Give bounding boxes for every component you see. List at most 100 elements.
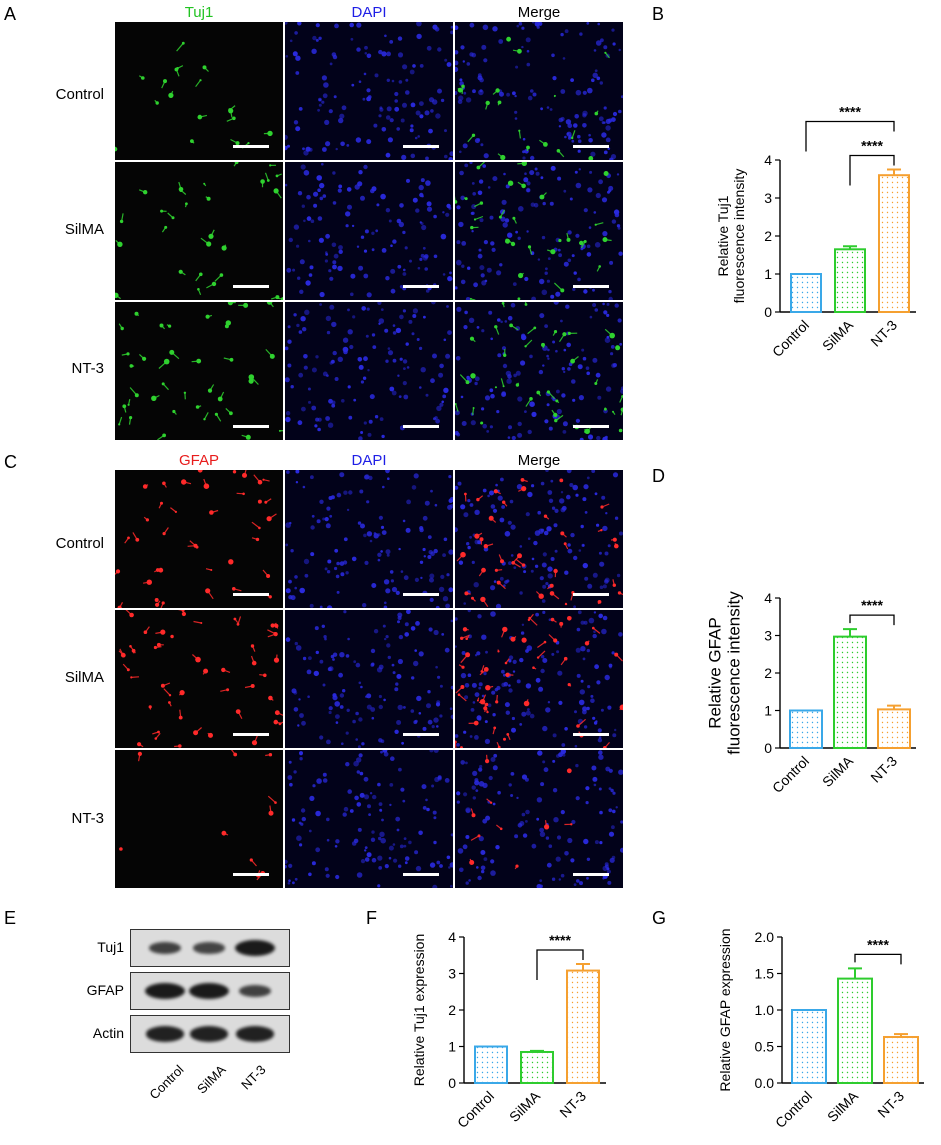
blot-band: [235, 940, 275, 956]
y-tick-label: 0.5: [755, 1039, 775, 1055]
scale-bar: [403, 425, 439, 428]
x-tick-label: SilMA: [506, 1087, 544, 1125]
y-tick-label: 1: [764, 266, 772, 282]
scale-bar: [403, 733, 439, 736]
significance-label: ****: [549, 932, 571, 948]
scale-bar: [573, 145, 609, 148]
x-tick-label: Control: [772, 1088, 815, 1131]
micrograph-image: [455, 610, 623, 748]
y-tick-label: 1.0: [755, 1002, 775, 1018]
row-label: Control: [55, 86, 104, 103]
scale-bar: [573, 873, 609, 876]
micrograph-image: [115, 162, 283, 300]
scale-bar: [403, 145, 439, 148]
bar: [520, 1050, 554, 1084]
blot-band: [145, 1026, 185, 1042]
y-tick-label: 1.5: [755, 966, 775, 982]
scale-bar: [233, 285, 269, 288]
x-tick-label: Control: [454, 1088, 497, 1131]
x-tick-label: NT-3: [874, 1088, 907, 1121]
y-tick-label: 3: [764, 190, 772, 206]
micrograph-image: [455, 162, 623, 300]
significance-label: ****: [861, 138, 883, 154]
blot-band: [148, 942, 182, 954]
micrograph-image: [285, 22, 453, 160]
blot-strip-actin: [130, 1015, 290, 1053]
blot-strip-gfap: [130, 972, 290, 1010]
bar: [877, 708, 911, 749]
y-tick-label: 1: [764, 703, 772, 719]
y-tick-label: 2.0: [755, 929, 775, 945]
micrograph-image: [115, 302, 283, 440]
y-tick-label: 4: [764, 590, 772, 606]
blot-strip-tuj1: [130, 929, 290, 967]
y-tick-label: 3: [764, 628, 772, 644]
blot-lane-label: NT-3: [238, 1062, 269, 1093]
micrograph-panel: [455, 610, 623, 748]
blot-band: [235, 1026, 275, 1042]
bar: [790, 273, 822, 313]
y-tick-label: 0: [764, 740, 772, 756]
y-tick-label: 2: [764, 228, 772, 244]
y-tick-label: 1: [448, 1039, 456, 1055]
column-header: Merge: [517, 452, 561, 469]
row-label: SilMA: [64, 669, 104, 686]
micrograph-panel: [285, 610, 453, 748]
bar: [791, 1009, 827, 1084]
blot-row-label: Actin: [92, 1025, 124, 1041]
x-tick-label: NT-3: [556, 1088, 589, 1121]
blot-band: [193, 942, 225, 954]
scale-bar: [233, 425, 269, 428]
panel-letter-c: C: [4, 452, 17, 472]
micrograph-image: [455, 302, 623, 440]
micrograph-panel: [455, 470, 623, 608]
blot-band: [145, 983, 185, 999]
blot-band: [238, 985, 272, 997]
significance-bracket: [805, 120, 895, 152]
column-header: DAPI: [351, 4, 387, 21]
significance-label: ****: [839, 104, 861, 120]
x-tick-label: Control: [769, 317, 812, 360]
scale-bar: [573, 593, 609, 596]
y-axis-label: Relative GFAP: [706, 617, 725, 729]
y-tick-label: 4: [764, 152, 772, 168]
blot-band: [189, 1026, 229, 1042]
row-label: SilMA: [64, 221, 104, 238]
scale-bar: [573, 425, 609, 428]
micrograph-panel: [455, 162, 623, 300]
significance-bracket: [849, 614, 895, 626]
micrograph-image: [285, 162, 453, 300]
micrograph-image: [115, 750, 283, 888]
micrograph-panel: [115, 750, 283, 888]
x-tick-label: NT-3: [867, 753, 900, 786]
micrograph-panel: [285, 22, 453, 160]
panel-letter-b: B: [652, 4, 665, 24]
micrograph-image: [285, 470, 453, 608]
y-tick-label: 2: [764, 665, 772, 681]
blot-lane-label: Control: [146, 1062, 187, 1103]
y-tick-label: 2: [448, 1002, 456, 1018]
bar-chart-b: 0 1 2 3 4 Relative Tuj1 fluorescence intensity…: [715, 104, 916, 360]
y-axis-label: fluorescence intensity: [731, 169, 747, 304]
micrograph-panel: [115, 610, 283, 748]
scale-bar: [233, 593, 269, 596]
bar: [883, 1036, 919, 1085]
micrograph-image: [285, 750, 453, 888]
micrograph-panel: [115, 470, 283, 608]
scale-bar: [233, 873, 269, 876]
blot-band: [189, 983, 229, 999]
micrograph-panel: [115, 162, 283, 300]
micrograph-panel: [285, 470, 453, 608]
y-tick-label: 0.0: [755, 1075, 775, 1091]
bar: [789, 709, 823, 749]
micrograph-panel: [115, 302, 283, 440]
significance-bracket: [536, 949, 584, 981]
bar: [474, 1045, 508, 1084]
micrograph-image: [115, 22, 283, 160]
bar-chart-f: 0 1 2 3 4 Relative Tuj1 expression Control SilM…: [411, 929, 606, 1131]
scale-bar: [573, 733, 609, 736]
x-tick-label: Control: [769, 753, 812, 796]
micrograph-image: [455, 470, 623, 608]
micrograph-panel: [455, 22, 623, 160]
panel-letter-g: G: [652, 908, 667, 928]
